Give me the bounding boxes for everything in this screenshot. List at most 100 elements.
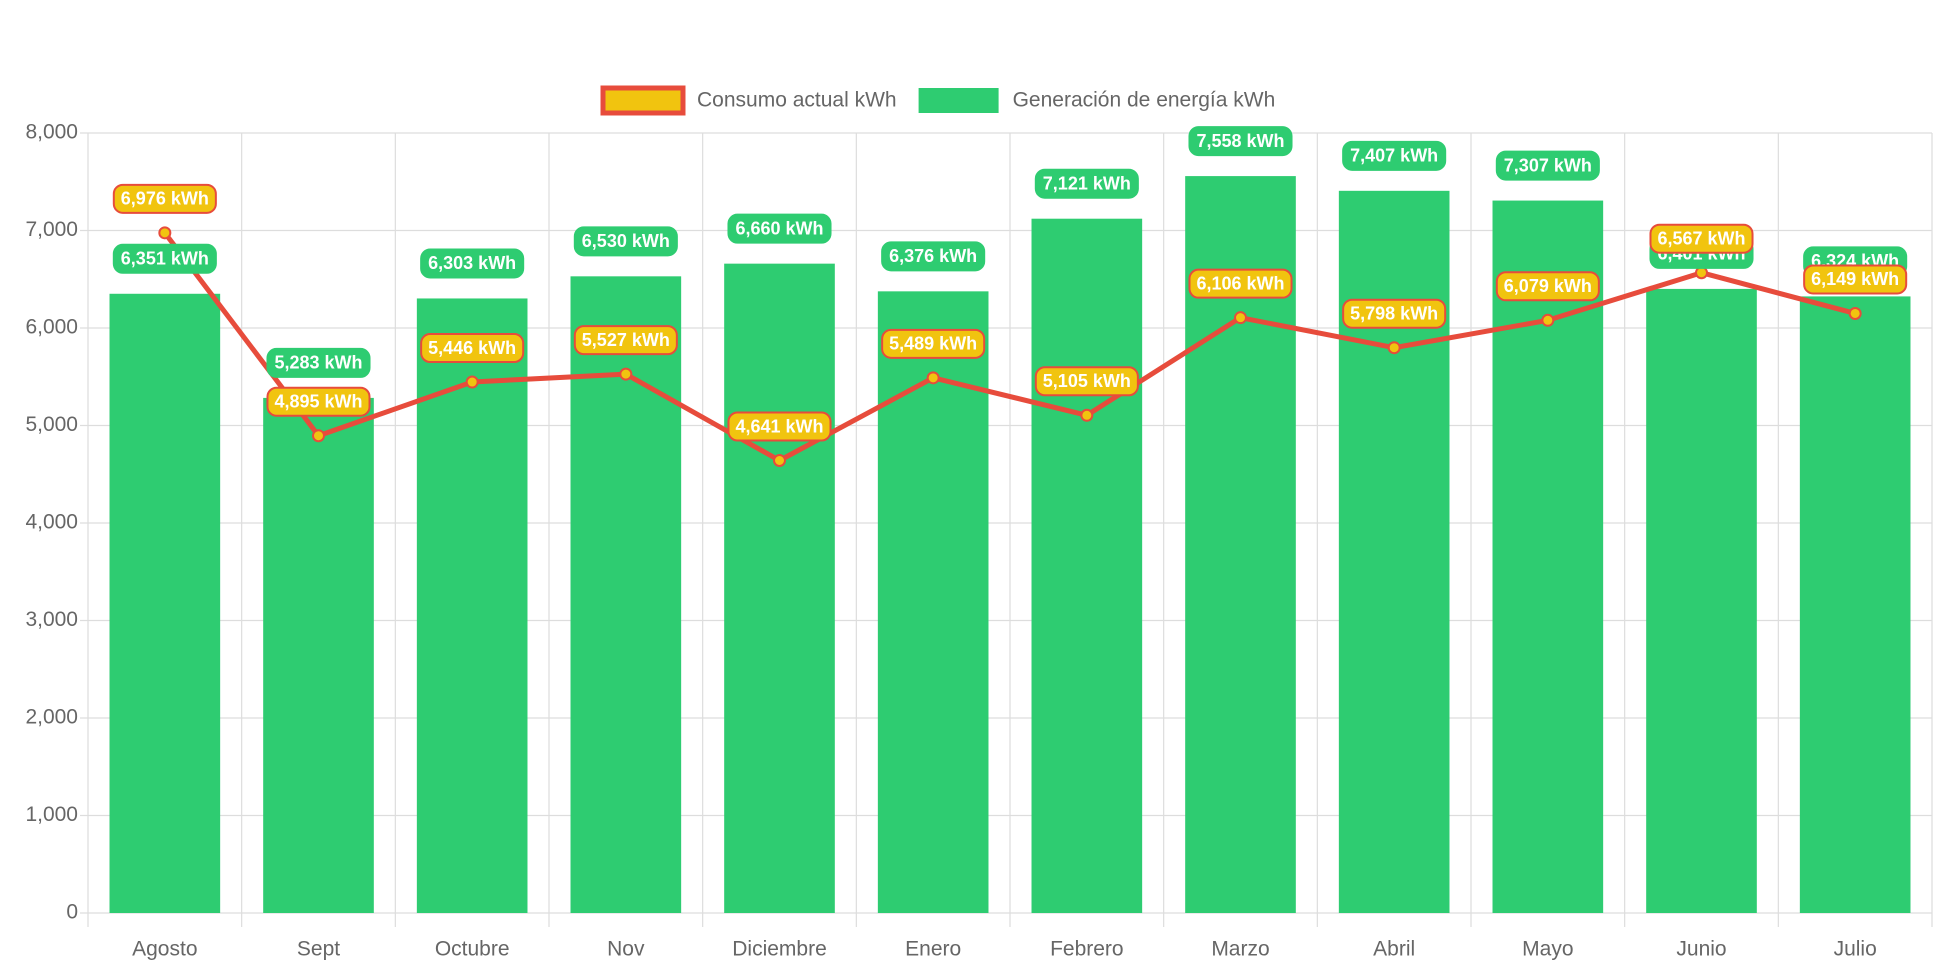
- legend-label: Consumo actual kWh: [697, 89, 897, 112]
- value-label-text: 7,121 kWh: [1043, 173, 1131, 193]
- point: [1234, 311, 1247, 325]
- value-label: 5,489 kWh: [881, 328, 986, 359]
- bar: [1031, 218, 1143, 913]
- value-label-box: [573, 325, 678, 356]
- value-label: 6,351 kWh: [112, 243, 217, 274]
- value-label-box: [1188, 126, 1293, 157]
- value-label-box: [1342, 298, 1447, 329]
- y-tick-label: 4,000: [25, 511, 78, 534]
- point: [1541, 313, 1555, 327]
- value-label-text: 6,530 kWh: [582, 231, 670, 251]
- value-label-text: 5,283 kWh: [274, 353, 362, 373]
- value-label-text: 5,798 kWh: [1350, 303, 1438, 323]
- value-label-box: [112, 243, 217, 274]
- value-label-text: 6,351 kWh: [121, 249, 209, 269]
- value-label-text: 5,446 kWh: [428, 338, 516, 358]
- line: [162, 231, 1856, 464]
- value-label-text: 6,376 kWh: [889, 246, 977, 266]
- value-label: 5,798 kWh: [1342, 298, 1447, 329]
- bar: [724, 263, 835, 913]
- point: [773, 454, 786, 468]
- point: [465, 375, 479, 389]
- value-label: 5,105 kWh: [1034, 366, 1139, 397]
- value-label-box: [573, 226, 678, 257]
- value-label: 5,446 kWh: [420, 333, 525, 364]
- value-label-text: 7,558 kWh: [1196, 131, 1284, 151]
- value-label-text: 6,567 kWh: [1657, 228, 1745, 248]
- value-label-text: 4,895 kWh: [274, 391, 362, 411]
- value-label: 6,079 kWh: [1495, 271, 1600, 302]
- y-tick-label: 3,000: [25, 608, 78, 631]
- value-label-box: [112, 183, 217, 214]
- x-tick-label: Febrero: [1050, 938, 1124, 961]
- y-tick-label: 6,000: [25, 316, 78, 339]
- x-tick-label: Nov: [607, 938, 645, 961]
- y-tick-label: 5,000: [25, 413, 78, 436]
- y-tick-label: 0: [66, 901, 78, 924]
- x-tick-label: Mayo: [1522, 938, 1573, 961]
- value-label-box: [727, 411, 832, 442]
- value-label-text: 6,660 kWh: [735, 218, 823, 238]
- value-label-text: 4,641 kWh: [735, 416, 823, 436]
- x-tick-label: Julio: [1834, 938, 1877, 961]
- y-tick-label: 8,000: [25, 121, 78, 144]
- value-label-text: 5,527 kWh: [582, 330, 670, 350]
- bar: [877, 291, 989, 914]
- bar: [416, 298, 528, 913]
- y-tick-label: 7,000: [25, 218, 78, 241]
- value-label: 4,641 kWh: [727, 411, 832, 442]
- value-label-box: [266, 386, 371, 417]
- value-label-box: [1495, 150, 1600, 181]
- x-tick-label: Sept: [297, 938, 340, 961]
- value-label: 6,376 kWh: [881, 241, 986, 272]
- value-label-text: 5,105 kWh: [1043, 371, 1131, 391]
- bar: [109, 293, 221, 914]
- point: [158, 226, 172, 240]
- value-label: 6,149 kWh: [1803, 264, 1908, 295]
- point: [312, 429, 325, 443]
- x-tick-label: Octubre: [435, 938, 510, 961]
- value-label: 5,527 kWh: [573, 325, 678, 356]
- value-label-box: [881, 328, 986, 359]
- x-tick-label: Junio: [1676, 938, 1726, 961]
- value-label: 5,283 kWh: [266, 347, 371, 378]
- value-label-box: [727, 213, 832, 244]
- y-tick-label: 1,000: [25, 803, 78, 826]
- legend-label: Generación de energía kWh: [1013, 89, 1276, 112]
- bar: [263, 397, 374, 914]
- value-label-text: 6,976 kWh: [121, 189, 209, 209]
- value-label-box: [420, 333, 525, 364]
- x-tick-label: Abril: [1373, 938, 1415, 961]
- value-label-text: 7,407 kWh: [1350, 146, 1438, 166]
- value-label-box: [1342, 140, 1447, 171]
- value-label-box: [266, 347, 371, 378]
- value-label-text: 6,106 kWh: [1196, 273, 1284, 293]
- value-label-box: [1495, 271, 1600, 302]
- legend-swatch: [600, 85, 686, 116]
- bar: [1646, 288, 1757, 914]
- bar: [570, 276, 682, 913]
- value-label: 6,976 kWh: [112, 183, 217, 214]
- value-label: 6,530 kWh: [573, 226, 678, 257]
- value-label-text: 6,149 kWh: [1811, 269, 1899, 289]
- value-label-box: [1188, 268, 1293, 299]
- value-label: 7,307 kWh: [1495, 150, 1600, 181]
- x-tick-label: Diciembre: [732, 938, 827, 961]
- value-label-text: 7,307 kWh: [1504, 155, 1592, 175]
- value-label-text: 6,303 kWh: [428, 253, 516, 273]
- x-tick-label: Marzo: [1211, 938, 1269, 961]
- value-label: 6,106 kWh: [1188, 268, 1293, 299]
- legend-swatch: [918, 88, 999, 113]
- y-tick-label: 2,000: [25, 706, 78, 729]
- value-label-box: [881, 241, 986, 272]
- value-label: 6,303 kWh: [420, 248, 525, 279]
- x-tick-label: Enero: [905, 938, 961, 961]
- value-label-text: 5,489 kWh: [889, 334, 977, 354]
- point: [1387, 341, 1401, 355]
- point: [1848, 306, 1862, 320]
- value-label: 6,567 kWh: [1649, 223, 1754, 254]
- value-label-box: [1034, 168, 1139, 199]
- value-label-text: 6,079 kWh: [1504, 276, 1592, 296]
- value-label: 7,558 kWh: [1188, 126, 1293, 157]
